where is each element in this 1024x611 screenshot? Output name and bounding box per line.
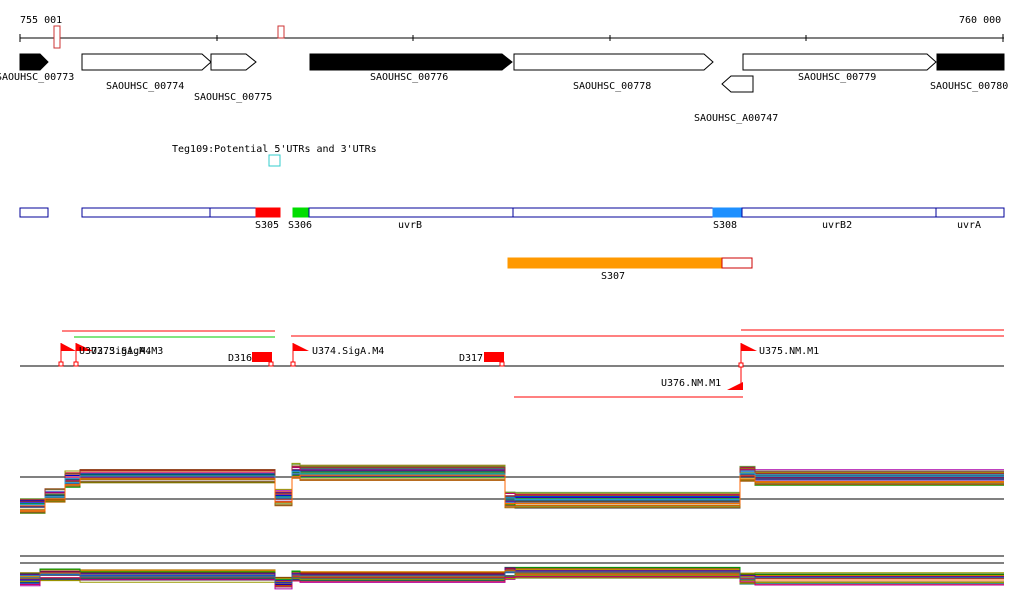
- segment-label: uvrB: [398, 220, 422, 231]
- coord-start-label: 755 001: [20, 15, 62, 26]
- segment-uvrB2[interactable]: [741, 207, 937, 218]
- s307-tail[interactable]: [721, 257, 753, 269]
- coordinate-ruler: 755 001 760 000: [19, 15, 1004, 49]
- gene-arrow-00780[interactable]: [936, 53, 1005, 71]
- segment-label: S305: [255, 220, 279, 231]
- gene-arrow-A00747[interactable]: [721, 75, 754, 93]
- gene-label: SAOUHSC_00773: [0, 72, 74, 83]
- gene-label: SAOUHSC_00775: [194, 92, 272, 103]
- terminator-label: D316: [228, 353, 252, 364]
- gene-arrow-00779[interactable]: [742, 53, 937, 71]
- segment-label: S308: [713, 220, 737, 231]
- expression-trace-upper: [20, 474, 1004, 512]
- gene-arrow-00773[interactable]: [19, 53, 49, 71]
- segment-label: uvrB2: [822, 220, 852, 231]
- expression-profile-lower: [20, 555, 1004, 590]
- segment-track: S305 S306 uvrB S308 uvrB2 uvrA: [19, 207, 1005, 231]
- s307-label: S307: [601, 271, 625, 282]
- promoter-label: U375.NM.M1: [759, 346, 819, 357]
- promoter-flag-u373[interactable]: [76, 343, 93, 351]
- terminator-d317[interactable]: [484, 352, 504, 362]
- gene-label: SAOUHSC_00778: [573, 81, 651, 92]
- segment-s305[interactable]: [255, 207, 281, 218]
- segment-label: S306: [288, 220, 312, 231]
- promoter-label: U376.NM.M1: [661, 378, 721, 389]
- segment-box[interactable]: [209, 207, 257, 218]
- promoter-flag-u375[interactable]: [741, 343, 757, 351]
- ruler-marker: [53, 25, 61, 49]
- expression-trace-lower: [20, 576, 1004, 588]
- segment-box[interactable]: [19, 207, 49, 218]
- segment-box[interactable]: [512, 207, 714, 218]
- segment-s306[interactable]: [292, 207, 310, 218]
- gene-label: SAOUHSC_A00747: [694, 113, 778, 124]
- expression-trace-lower: [20, 571, 1004, 584]
- gene-arrow-00774[interactable]: [81, 53, 212, 71]
- promoter-flag-u374[interactable]: [293, 343, 309, 351]
- gene-arrow-00778[interactable]: [513, 53, 714, 71]
- promoter-label: U373.SigA.M3: [91, 346, 163, 357]
- terminator-d316[interactable]: [252, 352, 272, 362]
- promoter-label: U372.SigA.M4: [79, 346, 151, 357]
- promoter-flag-u376[interactable]: [727, 382, 743, 390]
- gene-track: SAOUHSC_00773 SAOUHSC_00774 SAOUHSC_0077…: [0, 53, 1008, 124]
- utr-note-label: Teg109:Potential 5'UTRs and 3'UTRs: [172, 144, 377, 155]
- expression-profile-upper: [20, 462, 1004, 514]
- utr-annotation: Teg109:Potential 5'UTRs and 3'UTRs: [172, 144, 377, 167]
- coord-end-label: 760 000: [959, 15, 1001, 26]
- s307-track: S307: [507, 257, 753, 282]
- segment-s308[interactable]: [712, 207, 743, 218]
- utr-marker[interactable]: [268, 154, 281, 167]
- gene-label: SAOUHSC_00779: [798, 72, 876, 83]
- s307-bar[interactable]: [507, 257, 723, 269]
- gene-arrow-00775[interactable]: [210, 53, 257, 71]
- gene-label: SAOUHSC_00774: [106, 81, 184, 92]
- segment-label: uvrA: [957, 220, 981, 231]
- segment-uvrA[interactable]: [935, 207, 1005, 218]
- gene-label: SAOUHSC_00780: [930, 81, 1008, 92]
- segment-box[interactable]: [81, 207, 211, 218]
- ruler-marker: [277, 25, 285, 39]
- promoter-track: U372.SigA.M4 U373.SigA.M3 D316 U374.SigA…: [20, 329, 1004, 398]
- promoter-flag-u372[interactable]: [61, 343, 76, 351]
- gene-label: SAOUHSC_00776: [370, 72, 448, 83]
- segment-uvrB[interactable]: [308, 207, 514, 218]
- promoter-label: U374.SigA.M4: [312, 346, 384, 357]
- terminator-label: D317: [459, 353, 483, 364]
- gene-arrow-00776[interactable]: [309, 53, 513, 71]
